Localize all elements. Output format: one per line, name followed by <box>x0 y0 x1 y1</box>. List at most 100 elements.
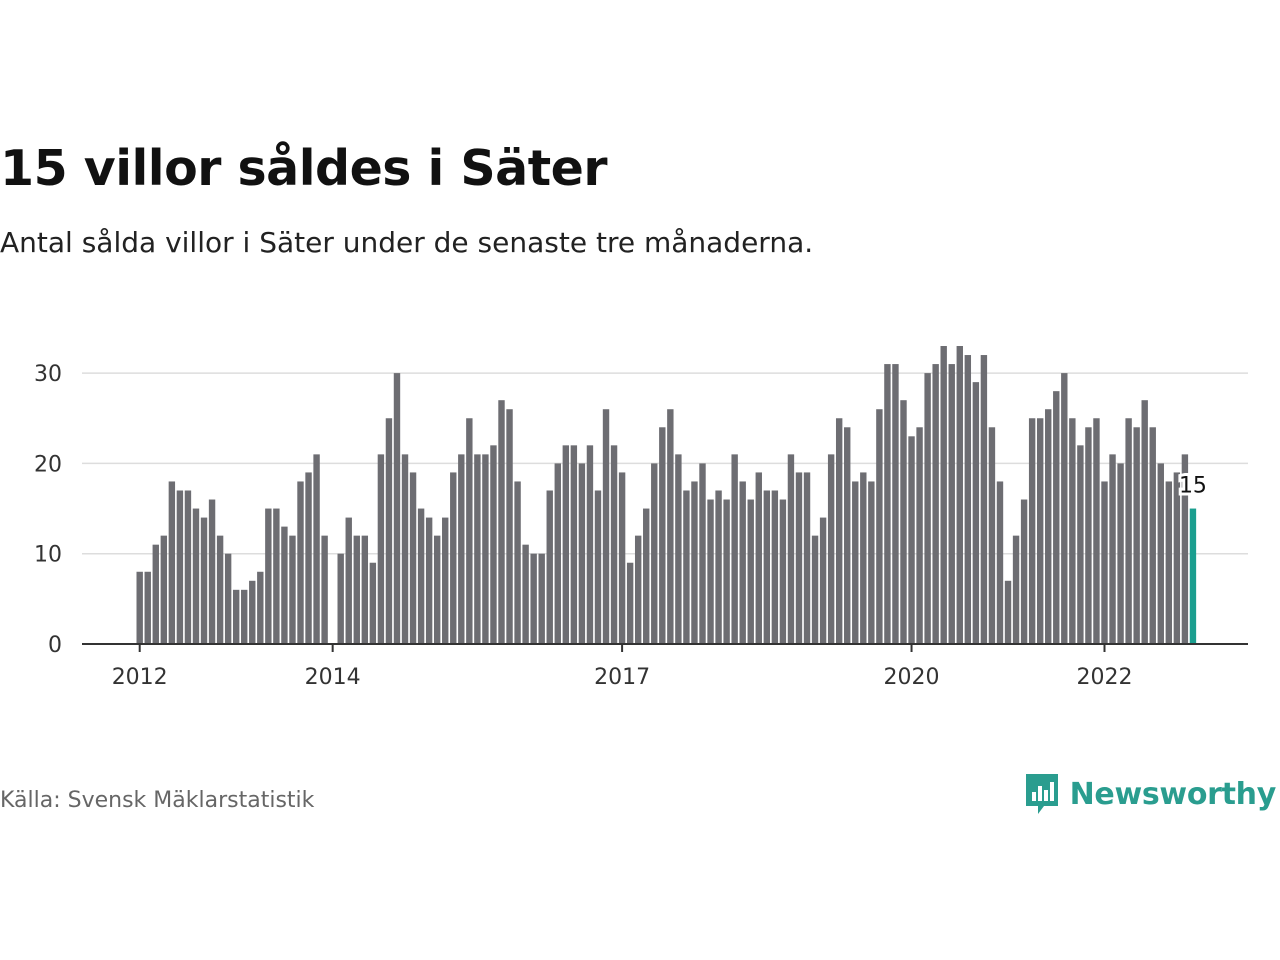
x-tick-label: 2014 <box>305 665 361 690</box>
bar <box>1093 418 1100 644</box>
bar <box>763 490 771 644</box>
bar <box>707 499 714 644</box>
bar <box>232 589 240 644</box>
bar <box>634 535 642 644</box>
labels: 0 10 20 30 2012 2014 2017 2020 2022 15 <box>34 362 1210 690</box>
bar <box>747 499 754 644</box>
y-tick-label: 0 <box>48 633 62 658</box>
bar <box>715 490 722 644</box>
bar <box>1061 373 1068 644</box>
bar <box>956 346 963 644</box>
brand[interactable]: Newsworthy <box>1024 772 1276 816</box>
bar <box>136 571 143 644</box>
bar <box>184 490 192 644</box>
bar <box>522 544 529 644</box>
bar <box>683 490 690 644</box>
bar <box>795 472 803 644</box>
y-tick-label: 30 <box>34 362 62 387</box>
bar <box>675 454 682 644</box>
bar <box>908 436 915 644</box>
bar <box>1125 418 1132 644</box>
bar <box>1085 427 1092 644</box>
bar <box>265 508 272 644</box>
bars <box>136 346 1197 644</box>
bar <box>876 409 883 644</box>
bar <box>241 589 248 644</box>
bar <box>1101 481 1108 644</box>
bar <box>176 490 184 644</box>
chart-subtitle: Antal sålda villor i Säter under de sena… <box>0 226 814 259</box>
bar <box>393 373 401 644</box>
x-axis <box>82 643 1248 652</box>
bar <box>860 472 867 644</box>
bar <box>1045 409 1052 644</box>
bar <box>160 535 168 644</box>
bar <box>988 427 996 644</box>
bar <box>924 373 931 644</box>
y-tick-label: 20 <box>34 452 62 477</box>
source-note: Källa: Svensk Mäklarstatistik <box>0 788 315 813</box>
bar <box>192 508 200 644</box>
bar <box>281 526 288 644</box>
bar <box>442 517 449 644</box>
bar <box>819 517 827 644</box>
bar <box>409 472 417 644</box>
x-tick-label: 2022 <box>1077 665 1133 690</box>
bar <box>425 517 433 644</box>
bar <box>586 445 594 644</box>
bar <box>249 580 256 644</box>
bar <box>996 481 1004 644</box>
bar <box>144 571 151 644</box>
bar <box>1036 418 1044 644</box>
bar <box>948 364 955 644</box>
bar <box>643 508 650 644</box>
highlight-bar <box>1189 508 1197 644</box>
bar <box>651 463 658 644</box>
bar <box>811 535 819 644</box>
bar <box>868 481 875 644</box>
bar <box>578 463 586 644</box>
bar <box>321 535 328 644</box>
x-tick-label: 2012 <box>112 665 168 690</box>
bar <box>594 490 602 644</box>
x-tick-label: 2020 <box>884 665 940 690</box>
bar <box>361 535 369 644</box>
bar <box>980 355 988 644</box>
bar <box>385 418 393 644</box>
bar <box>892 364 899 644</box>
bar <box>1053 391 1060 644</box>
bar <box>1173 472 1181 644</box>
bar <box>498 400 505 644</box>
bar <box>972 382 980 644</box>
bar <box>626 562 634 644</box>
bar <box>297 481 304 644</box>
bar <box>1028 418 1036 644</box>
bar <box>900 400 907 644</box>
bar <box>1012 535 1020 644</box>
bar <box>755 472 762 644</box>
bar-chart-speech-bubble-icon <box>1025 774 1058 814</box>
bar <box>337 553 344 644</box>
bar <box>964 355 972 644</box>
bar <box>570 445 578 644</box>
bar <box>771 490 779 644</box>
bar <box>482 454 489 644</box>
bar <box>490 445 497 644</box>
bar <box>932 364 939 644</box>
highlight-value-label: 15 <box>1179 474 1207 499</box>
bar <box>538 553 545 644</box>
bar <box>1165 481 1173 644</box>
bar <box>377 454 385 644</box>
bar <box>787 454 795 644</box>
bar-chart: 0 10 20 30 2012 2014 2017 2020 2022 15 <box>34 346 1248 690</box>
bar <box>216 535 224 644</box>
bar <box>152 544 159 644</box>
bar <box>610 445 618 644</box>
bar <box>257 571 264 644</box>
bar <box>530 553 537 644</box>
bar <box>731 454 738 644</box>
bar <box>417 508 425 644</box>
bar <box>224 553 232 644</box>
bar <box>1077 445 1084 644</box>
bar <box>345 517 352 644</box>
